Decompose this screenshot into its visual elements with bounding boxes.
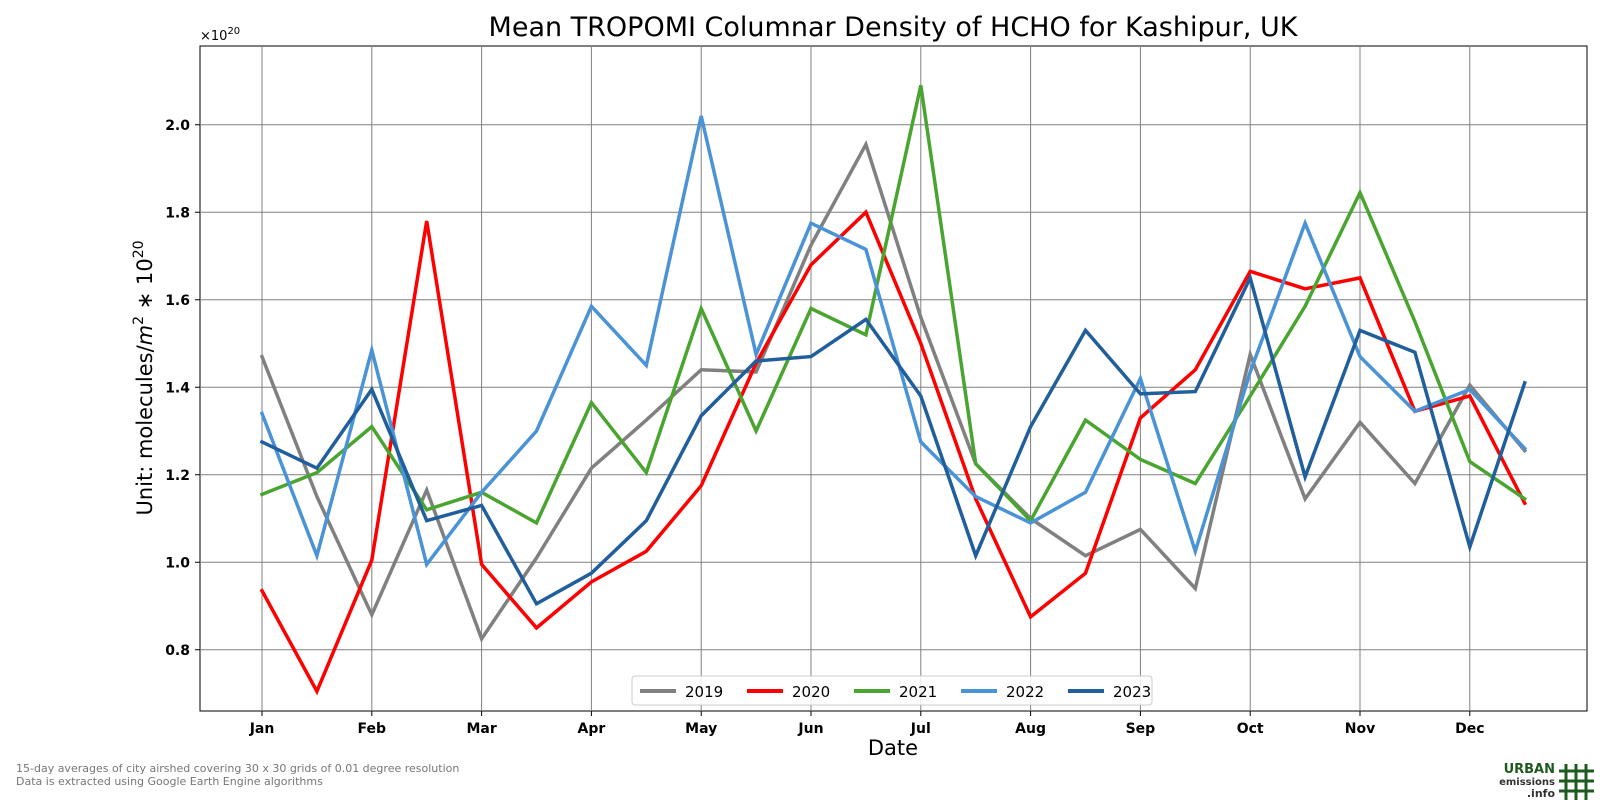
x-tick-label: Jun: [797, 721, 823, 737]
y-tick-label: 1.2: [165, 468, 190, 484]
x-tick-label: Apr: [578, 721, 606, 737]
y-axis-ticks: 0.8 1.0 1.2 1.4 1.6 1.8 2.0: [165, 118, 200, 659]
logo-line-1: URBAN: [1504, 762, 1555, 777]
series-line-2021: [259, 85, 1528, 526]
x-tick-label: Jul: [910, 721, 931, 737]
x-tick-label: Oct: [1237, 721, 1264, 737]
legend-label-2022: 2022: [1006, 683, 1044, 701]
legend-box: [631, 675, 1153, 706]
logo-line-2: emissions: [1499, 777, 1555, 788]
x-tick-label: Sep: [1126, 721, 1156, 737]
x-axis-label: Date: [868, 736, 918, 760]
legend-label-2020: 2020: [792, 683, 830, 701]
x-tick-label: Aug: [1015, 721, 1046, 737]
x-tick-label: Jan: [249, 721, 275, 737]
logo-grid-icon: [1559, 764, 1594, 800]
y-tick-label: 1.4: [165, 380, 190, 396]
series-line-2022: [259, 115, 1528, 569]
y-offset-label: ×1020: [200, 26, 240, 44]
footnote-line-1: 15-day averages of city airshed covering…: [16, 762, 459, 775]
y-tick-label: 2.0: [165, 118, 190, 134]
x-tick-label: Feb: [358, 721, 387, 737]
legend-label-2019: 2019: [685, 683, 723, 701]
plot-area: [199, 45, 1588, 712]
series-lines: [259, 85, 1528, 696]
x-tick-label: Nov: [1345, 721, 1375, 737]
x-tick-label: May: [685, 721, 717, 737]
x-tick-label: Dec: [1455, 721, 1484, 737]
footnote-line-2: Data is extracted using Google Earth Eng…: [16, 775, 323, 788]
y-tick-label: 1.8: [165, 205, 190, 221]
y-axis-label: Unit: molecules/m2 ∗ 1020: [131, 240, 157, 515]
logo-line-3: .info: [1527, 787, 1556, 800]
x-tick-label: Mar: [466, 721, 496, 737]
chart-title: Mean TROPOMI Columnar Density of HCHO fo…: [489, 12, 1299, 43]
series-line-2020: [259, 209, 1528, 696]
y-tick-label: 1.0: [165, 555, 190, 571]
legend-label-2023: 2023: [1113, 683, 1151, 701]
logo: URBAN emissions .info: [1499, 762, 1594, 800]
series-line-2023: [259, 272, 1527, 607]
y-tick-label: 0.8: [165, 643, 190, 659]
y-tick-label: 1.6: [165, 293, 190, 309]
legend-label-2021: 2021: [899, 683, 937, 701]
series-line-2019: [259, 139, 1528, 643]
legend: 2019 2020 2021 2022 2023: [631, 675, 1153, 706]
grid: [200, 46, 1587, 711]
x-axis-ticks: Jan Feb Mar Apr May Jun Jul Aug Sep Oct Nov Dec: [249, 711, 1485, 737]
